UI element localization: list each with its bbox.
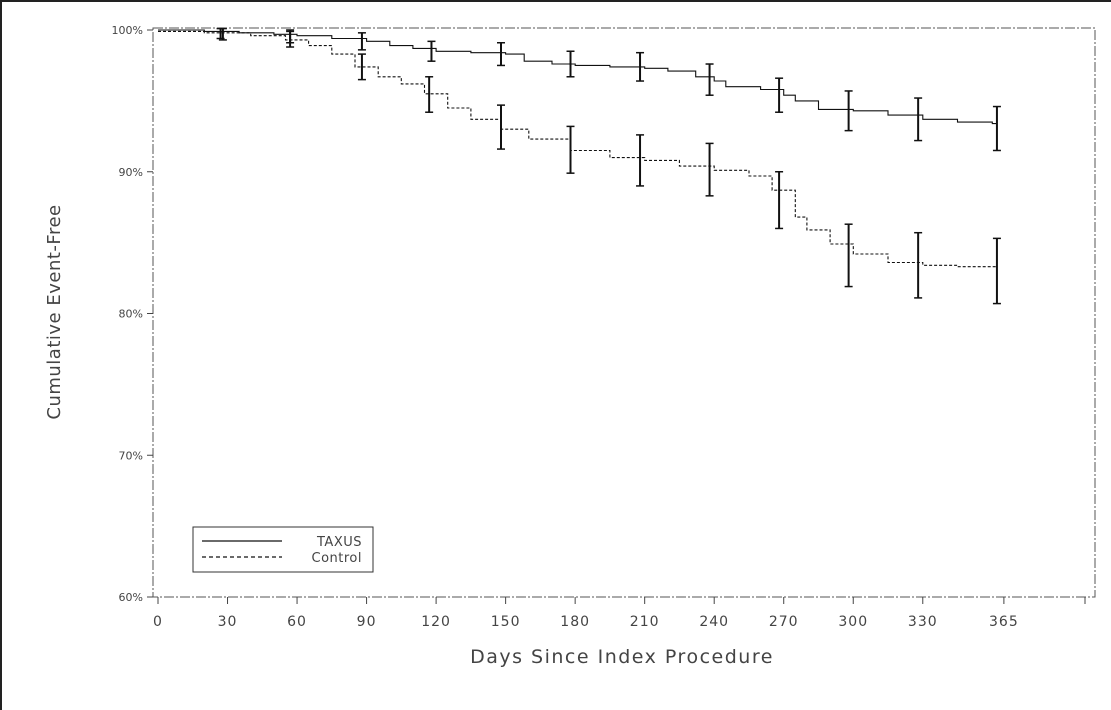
error-bar-taxus-3	[427, 40, 436, 62]
error-bar-control-9	[844, 223, 853, 288]
error-bar-control-0	[218, 27, 227, 41]
legend: TAXUS Control	[192, 526, 374, 573]
error-bar-taxus-5	[566, 50, 575, 78]
x-axis-label: Days Since Index Procedure	[470, 646, 774, 668]
error-bar-taxus-4	[496, 42, 505, 67]
x-tick-label-300: 300	[838, 614, 868, 630]
x-tick-label-210: 210	[630, 614, 660, 630]
x-tick-label-30: 30	[218, 614, 238, 630]
y-tick-label-70: 70%	[119, 449, 143, 462]
error-bar-taxus-7	[705, 63, 714, 96]
x-tick-label-60: 60	[287, 614, 307, 630]
error-bar-taxus-9	[844, 90, 853, 132]
error-bar-control-2	[357, 53, 366, 81]
y-tick-label-80: 80%	[119, 308, 143, 321]
x-axis: 0 30 60 90 120 150 180 210 240 270 300 330 365	[153, 597, 1086, 630]
error-bar-control-4	[496, 104, 505, 150]
error-bar-control-8	[775, 171, 784, 230]
legend-box	[192, 526, 374, 573]
y-axis: 60% 70% 80% 90% 100%	[112, 24, 153, 604]
error-bar-taxus-11	[992, 105, 1001, 152]
y-tick-label-100: 100%	[112, 24, 143, 37]
x-tick-label-120: 120	[421, 614, 451, 630]
x-tick-label-240: 240	[699, 614, 729, 630]
error-bar-taxus-8	[775, 77, 784, 113]
x-tick-label-180: 180	[560, 614, 590, 630]
plot-frame	[152, 27, 1096, 598]
legend-label-control: Control	[312, 551, 363, 566]
series-line-control	[158, 30, 998, 276]
y-tick-label-60: 60%	[119, 591, 143, 604]
error-bar-control-5	[566, 125, 575, 174]
x-tick-label-90: 90	[357, 614, 377, 630]
x-tick-label-270: 270	[769, 614, 799, 630]
error-bar-control-1	[286, 30, 295, 48]
x-tick-label-330: 330	[908, 614, 938, 630]
error-bar-taxus-10	[914, 97, 923, 142]
y-axis-label: Cumulative Event-Free	[44, 204, 65, 419]
x-tick-label-365: 365	[989, 614, 1019, 630]
error-bar-control-6	[636, 134, 645, 187]
error-bar-control-10	[914, 231, 923, 299]
error-bar-taxus-6	[636, 51, 645, 82]
error-bar-control-3	[425, 76, 434, 113]
error-bar-control-7	[705, 142, 714, 197]
error-bar-taxus-2	[357, 32, 366, 51]
x-tick-label-150: 150	[491, 614, 521, 630]
x-tick-label-0: 0	[153, 614, 163, 630]
y-tick-label-90: 90%	[119, 166, 143, 179]
legend-label-taxus: TAXUS	[316, 535, 362, 550]
series-line-taxus	[158, 29, 998, 131]
error-bar-control-11	[992, 237, 1001, 305]
series-layer	[158, 27, 1001, 305]
